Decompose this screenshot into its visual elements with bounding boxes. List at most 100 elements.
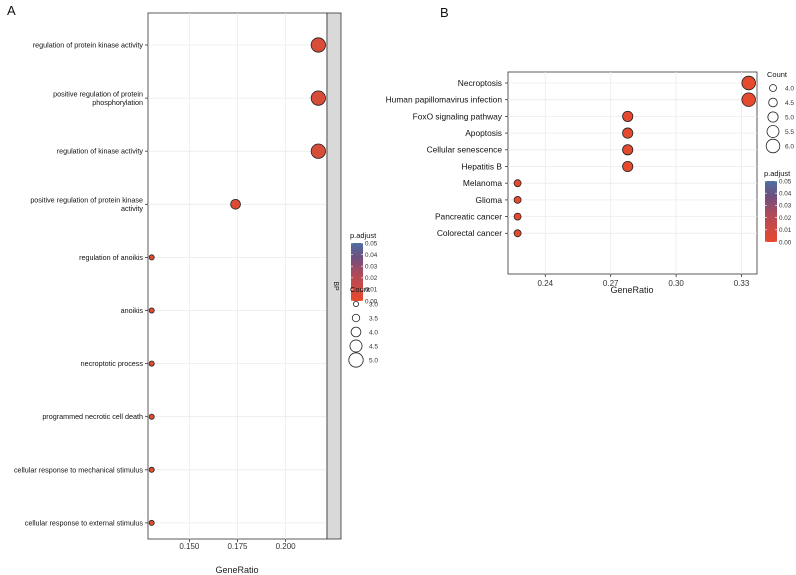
data-point xyxy=(513,212,522,221)
term-label-line: phosphorylation xyxy=(92,98,143,107)
term-label: necroptotic process xyxy=(81,359,144,368)
panel-a-gridlines xyxy=(148,13,327,539)
term-label-line: necroptotic process xyxy=(81,359,144,368)
x-tick-label: 0.150 xyxy=(179,542,200,551)
data-point xyxy=(148,519,155,526)
data-point xyxy=(513,179,522,188)
term-label: Melanoma xyxy=(463,178,502,188)
size-legend-label: 4.0 xyxy=(785,85,794,92)
panel-a-facet-strip xyxy=(326,12,342,540)
data-point xyxy=(310,37,326,53)
color-legend-label: 0.02 xyxy=(779,215,792,222)
size-legend-title: Count xyxy=(350,285,371,294)
term-label: FoxO signaling pathway xyxy=(413,111,503,121)
term-label-line: Hepatitis B xyxy=(462,161,503,171)
panel-a-term-labels: regulation of protein kinase activity pos… xyxy=(14,41,148,527)
size-legend-label: 5.5 xyxy=(785,129,794,136)
data-point xyxy=(148,254,155,261)
term-label-line: anoikis xyxy=(121,306,144,315)
color-legend-label: 0.05 xyxy=(779,178,792,185)
x-tick-label: 0.33 xyxy=(734,279,750,288)
term-label: cellular response to external stimulus xyxy=(25,518,144,527)
color-legend-label: 0.02 xyxy=(365,275,378,282)
term-label-line: FoxO signaling pathway xyxy=(413,111,503,121)
size-legend-label: 4.0 xyxy=(369,329,378,336)
color-legend-label: 0.01 xyxy=(365,287,378,294)
color-legend-label: 0.00 xyxy=(365,298,378,305)
size-legend-label: 4.5 xyxy=(369,343,378,350)
size-legend-circle xyxy=(765,138,781,154)
panel-a-x-axis-label: GeneRatio xyxy=(215,565,258,575)
term-label: programmed necrotic cell death xyxy=(42,412,143,421)
size-legend-label: 5.0 xyxy=(785,114,794,121)
panel-a-size-legend: Count 3.0 3.5 4.0 4.5 5.0 xyxy=(348,285,378,368)
color-legend-label: 0.03 xyxy=(779,203,792,210)
data-point xyxy=(148,413,155,420)
term-label-line: programmed necrotic cell death xyxy=(42,412,143,421)
data-point xyxy=(622,160,634,173)
term-label-line: cellular response to mechanical stimulus xyxy=(14,465,143,474)
size-legend-label: 5.0 xyxy=(369,357,378,364)
term-label: regulation of kinase activity xyxy=(57,147,144,156)
panel-a-x-ticks: 0.150 0.175 0.200 xyxy=(179,539,296,551)
color-legend-bar xyxy=(351,243,363,301)
panel-b-x-axis-label: GeneRatio xyxy=(610,285,653,295)
color-legend-bar xyxy=(765,181,777,242)
size-legend-label: 3.5 xyxy=(369,315,378,322)
term-label: Glioma xyxy=(475,195,502,205)
term-label: Colorectal cancer xyxy=(437,228,502,238)
term-label-line: Cellular senescence xyxy=(427,145,503,155)
size-legend-circle xyxy=(348,352,364,368)
data-point xyxy=(622,110,634,122)
color-legend-label: 0.01 xyxy=(779,227,792,234)
size-legend-circle xyxy=(768,97,778,108)
term-label-line: regulation of protein kinase activity xyxy=(33,41,144,50)
term-label-line: cellular response to external stimulus xyxy=(25,518,144,527)
term-label-line: Melanoma xyxy=(463,178,502,188)
data-point xyxy=(148,307,155,314)
data-point xyxy=(513,229,522,238)
term-label: Necroptosis xyxy=(458,78,502,88)
data-point xyxy=(622,127,634,139)
term-label-line: Colorectal cancer xyxy=(437,228,502,238)
term-label-line: positive regulation of protein kinase xyxy=(30,196,143,205)
term-label: cellular response to mechanical stimulus xyxy=(14,465,143,474)
panel-b-chart: Necroptosis Human papillomavirus infectio… xyxy=(386,70,795,295)
color-legend-label: 0.04 xyxy=(365,252,378,259)
size-legend-circle xyxy=(769,84,777,92)
color-legend-label: 0.04 xyxy=(779,191,792,198)
x-tick-label: 0.175 xyxy=(227,542,248,551)
term-label: Cellular senescence xyxy=(427,145,503,155)
panel-b-points xyxy=(513,75,756,238)
data-point xyxy=(741,75,756,91)
term-label: regulation of protein kinase activity xyxy=(33,41,144,50)
x-tick-label: 0.27 xyxy=(603,279,619,288)
x-tick-label: 0.24 xyxy=(537,279,553,288)
color-legend-title: p.adjust xyxy=(350,231,377,240)
size-legend-circle xyxy=(766,125,780,138)
x-tick-label: 0.30 xyxy=(668,279,684,288)
data-point xyxy=(622,144,634,156)
size-legend-label: 3.0 xyxy=(369,301,378,308)
size-legend-title: Count xyxy=(767,70,788,79)
x-tick-label: 0.200 xyxy=(276,542,297,551)
data-point xyxy=(230,199,241,210)
size-legend-label: 4.5 xyxy=(785,100,794,107)
svg-text:A: A xyxy=(7,3,16,18)
data-point xyxy=(310,143,326,159)
term-label-line: activity xyxy=(121,204,143,213)
panel-b-plot-area xyxy=(507,71,758,275)
term-label-line: Human papillomavirus infection xyxy=(386,95,503,105)
term-label-line: Necroptosis xyxy=(458,78,502,88)
term-label-line: regulation of anoikis xyxy=(79,253,143,262)
size-legend-label: 6.0 xyxy=(785,143,794,150)
term-label: positive regulation of protein kinase act… xyxy=(30,196,143,214)
term-label: Human papillomavirus infection xyxy=(386,95,503,105)
panel-a-points xyxy=(148,37,326,526)
data-point xyxy=(513,195,522,204)
panel-b-term-labels: Necroptosis Human papillomavirus infectio… xyxy=(386,78,508,238)
term-label: Pancreatic cancer xyxy=(435,212,502,222)
color-legend-label: 0.05 xyxy=(365,240,378,247)
